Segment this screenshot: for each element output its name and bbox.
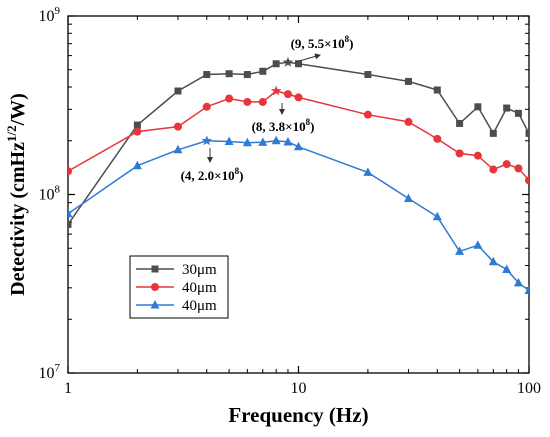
data-point xyxy=(503,104,511,112)
peak-star xyxy=(282,56,294,67)
data-point xyxy=(363,167,373,176)
data-point xyxy=(224,136,234,146)
data-point xyxy=(68,220,72,228)
y-axis-title: Detectivity (cmHz1/2/W) xyxy=(4,93,29,296)
data-point xyxy=(455,246,465,255)
data-point xyxy=(404,77,412,85)
data-point xyxy=(524,285,529,294)
data-point xyxy=(225,94,234,103)
x-tick-label: 100 xyxy=(517,380,541,397)
data-point xyxy=(133,127,142,136)
data-point xyxy=(68,208,73,218)
data-point xyxy=(132,160,142,170)
data-point xyxy=(364,71,372,79)
data-point xyxy=(488,256,498,266)
data-point xyxy=(173,122,182,131)
y-tick-label: 108 xyxy=(39,184,61,204)
data-point xyxy=(258,97,267,106)
data-point xyxy=(272,60,280,68)
annotation-label: (8, 3.8×108) xyxy=(252,117,315,134)
data-point xyxy=(271,135,281,145)
data-point xyxy=(242,137,252,147)
data-point xyxy=(202,102,211,111)
data-point xyxy=(456,119,464,127)
legend-marker xyxy=(151,283,159,291)
data-point xyxy=(225,70,233,78)
data-point xyxy=(243,97,252,106)
data-point xyxy=(489,165,498,174)
y-axis: 107 108 109 xyxy=(39,5,529,382)
legend: 30μm 40μm 40μm xyxy=(129,255,229,319)
data-point xyxy=(259,67,267,75)
data-point xyxy=(473,151,482,160)
data-point xyxy=(174,87,182,95)
data-point xyxy=(489,129,497,137)
legend-marker xyxy=(150,300,160,309)
annotation-arrow xyxy=(295,53,321,63)
legend-label: 40μm xyxy=(182,298,217,314)
data-point xyxy=(433,134,442,143)
data-point xyxy=(513,277,523,287)
data-point xyxy=(514,109,522,117)
annotation-label: (9, 5.5×108) xyxy=(291,34,354,51)
data-point xyxy=(473,240,483,249)
x-tick-label: 10 xyxy=(291,380,307,397)
data-point xyxy=(173,144,183,154)
data-point xyxy=(502,264,512,274)
series-1 xyxy=(68,56,529,228)
data-point xyxy=(133,121,141,129)
peak-star xyxy=(201,135,212,146)
legend-label: 30μm xyxy=(182,262,217,278)
data-point xyxy=(283,136,293,146)
data-point xyxy=(525,129,529,137)
data-point xyxy=(68,167,72,176)
data-point xyxy=(294,141,303,151)
y-tick-label: 107 xyxy=(39,362,61,382)
series-2 xyxy=(68,85,529,185)
peak-star xyxy=(270,85,282,96)
data-point xyxy=(525,176,529,185)
plot-frame xyxy=(67,15,530,374)
y-tick-label: 109 xyxy=(39,5,61,25)
x-axis-title: Frequency (Hz) xyxy=(228,403,368,427)
x-tick-label: 1 xyxy=(64,380,72,397)
data-point xyxy=(294,93,303,102)
x-axis: 1 10 100 xyxy=(64,16,541,397)
data-point xyxy=(474,103,482,111)
data-point xyxy=(363,110,372,119)
annotations: (9, 5.5×108) (8, 3.8×108) (4, 2.0×108) xyxy=(181,34,354,183)
data-point xyxy=(243,71,251,79)
legend-label: 40μm xyxy=(182,280,217,296)
data-point xyxy=(455,149,464,158)
data-point xyxy=(502,160,511,169)
data-point xyxy=(433,86,441,94)
data-point xyxy=(514,164,523,173)
series-3 xyxy=(68,135,529,294)
data-point xyxy=(432,211,442,221)
data-point xyxy=(203,71,211,79)
legend-marker xyxy=(151,265,159,273)
annotation-label: (4, 2.0×108) xyxy=(181,166,244,183)
data-point xyxy=(404,117,413,126)
data-point xyxy=(403,193,413,202)
data-point xyxy=(283,90,292,99)
data-point xyxy=(295,60,302,68)
data-point xyxy=(258,137,268,146)
